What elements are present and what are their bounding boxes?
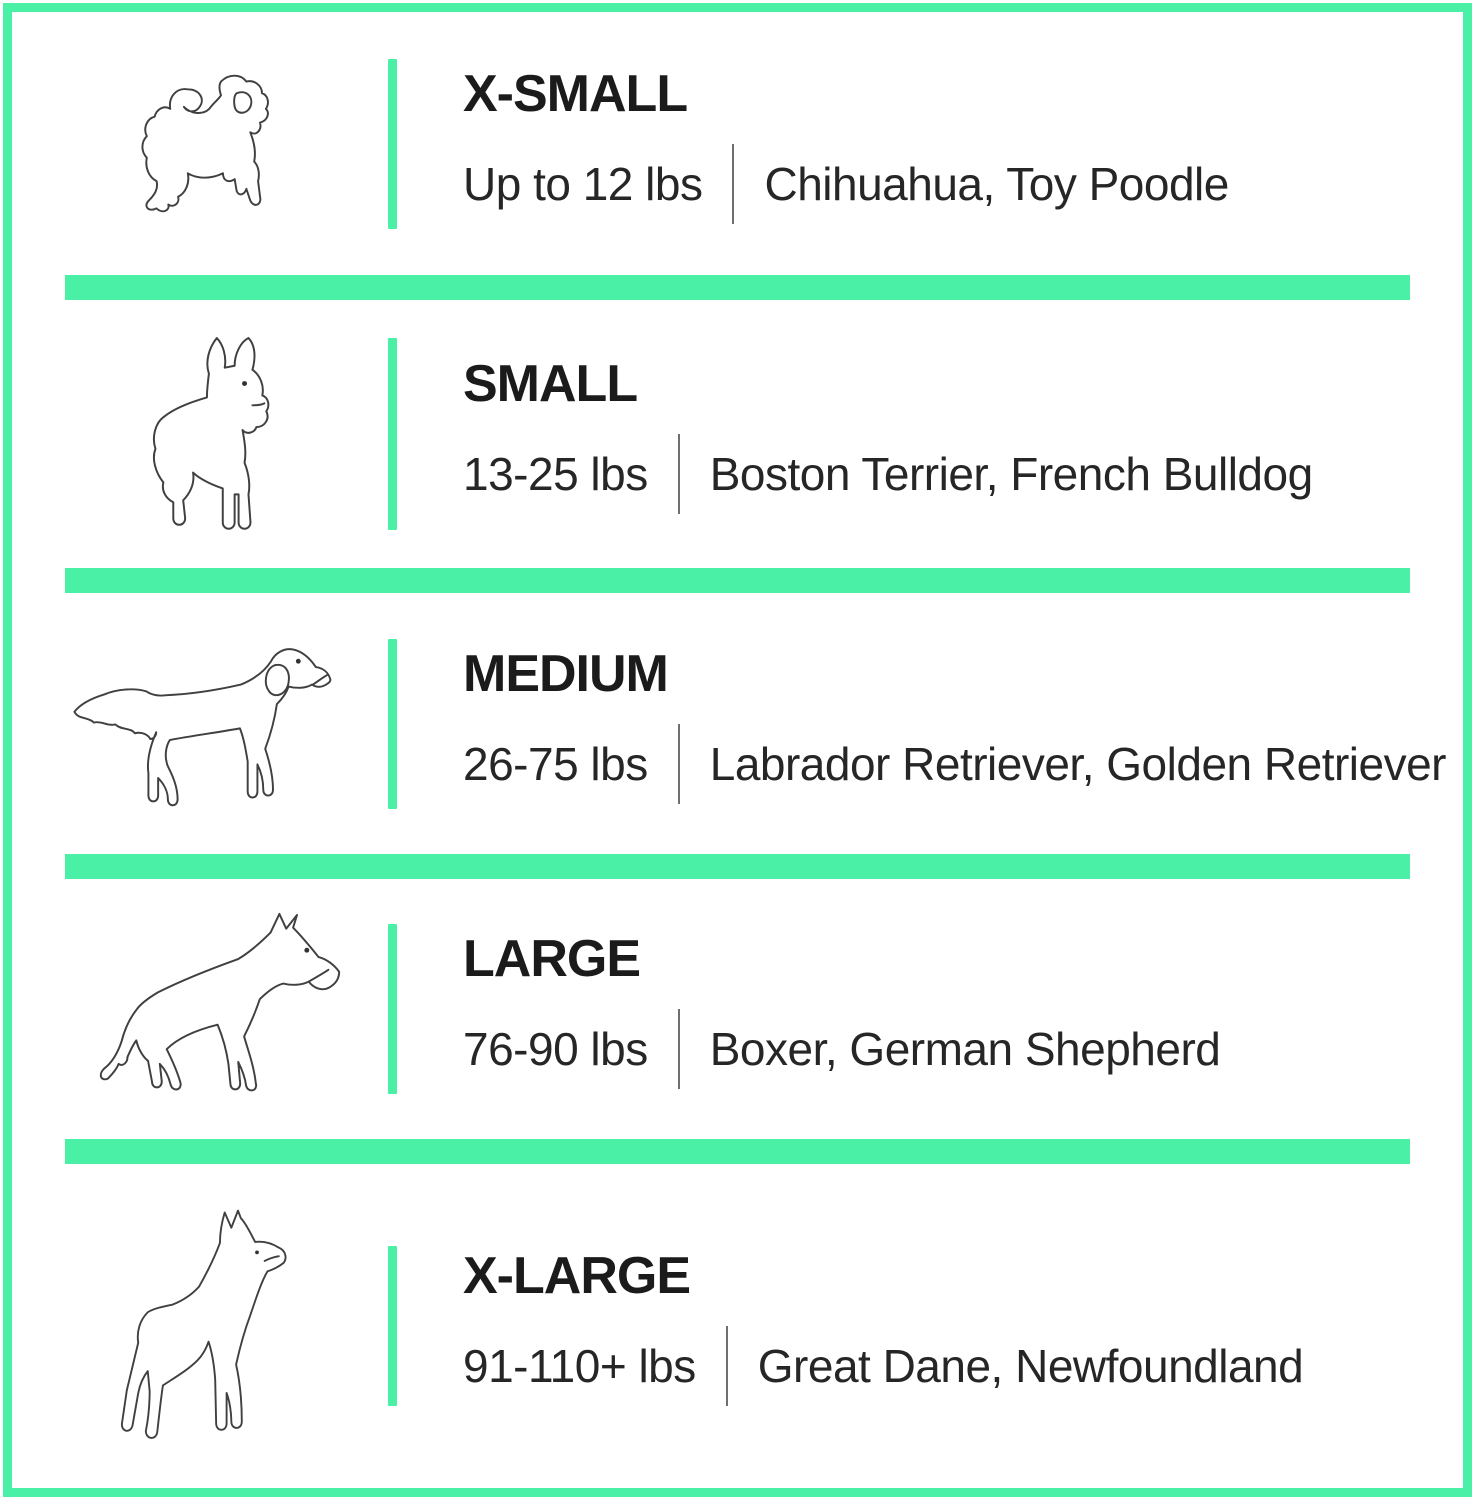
example-breeds: Boxer, German Shepherd [709, 1023, 1221, 1075]
size-detail: 13-25 lbs Boston Terrier, French Bulldog [463, 434, 1313, 514]
weight-range: Up to 12 lbs [463, 157, 703, 210]
large-dog-illustration [12, 909, 388, 1110]
green-horizontal-separator [65, 275, 1410, 300]
green-vertical-divider [388, 1246, 397, 1406]
green-vertical-divider [388, 58, 397, 229]
size-detail: 76-90 lbs Boxer, German Shepherd [463, 1009, 1221, 1089]
green-horizontal-separator [65, 568, 1410, 593]
size-info: LARGE 76-90 lbs Boxer, German Shepherd [463, 929, 1221, 1089]
green-horizontal-separator [65, 1139, 1410, 1164]
size-row-large: LARGE 76-90 lbs Boxer, German Shepherd [12, 879, 1463, 1139]
size-detail: 91-110+ lbs Great Dane, Newfoundland [463, 1326, 1304, 1406]
thin-divider [677, 723, 680, 804]
weight-range: 91-110+ lbs [463, 1340, 696, 1392]
size-row-medium: MEDIUM 26-75 lbs Labrador Retriever, Gol… [12, 593, 1463, 854]
green-horizontal-separator [65, 854, 1410, 879]
green-vertical-divider [388, 338, 397, 530]
french-bulldog-icon [152, 336, 270, 530]
thin-divider [677, 434, 680, 514]
weight-range: 13-25 lbs [463, 448, 648, 500]
size-title: SMALL [463, 355, 638, 413]
weight-range: 26-75 lbs [463, 737, 648, 790]
example-breeds: Boston Terrier, French Bulldog [709, 448, 1313, 500]
green-vertical-divider [388, 924, 397, 1094]
golden-retriever-icon [73, 647, 332, 806]
weight-range: 76-90 lbs [463, 1023, 648, 1075]
xsmall-dog-illustration [12, 56, 388, 232]
example-breeds: Great Dane, Newfoundland [757, 1340, 1304, 1392]
thin-divider [677, 1009, 680, 1089]
medium-dog-illustration [12, 629, 388, 819]
size-title: X-LARGE [463, 1247, 691, 1305]
size-row-xlarge: X-LARGE 91-110+ lbs Great Dane, Newfound… [12, 1164, 1463, 1488]
german-shepherd-icon [99, 912, 341, 1091]
xlarge-dog-illustration [12, 1203, 388, 1450]
size-info: SMALL 13-25 lbs Boston Terrier, French B… [463, 354, 1313, 514]
size-info: MEDIUM 26-75 lbs Labrador Retriever, Gol… [463, 644, 1447, 804]
size-title: X-SMALL [463, 64, 688, 123]
size-title: MEDIUM [463, 644, 669, 703]
xsmall-fluffy-dog-icon [140, 74, 269, 212]
thin-divider [725, 1326, 728, 1406]
example-breeds: Chihuahua, Toy Poodle [764, 157, 1229, 210]
example-breeds: Labrador Retriever, Golden Retriever [709, 737, 1447, 790]
size-title: LARGE [463, 930, 641, 988]
size-row-small: SMALL 13-25 lbs Boston Terrier, French B… [12, 300, 1463, 568]
size-info: X-LARGE 91-110+ lbs Great Dane, Newfound… [463, 1246, 1304, 1406]
size-detail: Up to 12 lbs Chihuahua, Toy Poodle [463, 143, 1229, 224]
size-row-xsmall: X-SMALL Up to 12 lbs Chihuahua, Toy Pood… [12, 12, 1463, 275]
size-chart-frame: X-SMALL Up to 12 lbs Chihuahua, Toy Pood… [3, 3, 1472, 1497]
great-dane-icon [120, 1209, 287, 1439]
thin-divider [732, 143, 735, 224]
size-detail: 26-75 lbs Labrador Retriever, Golden Ret… [463, 723, 1447, 804]
size-info: X-SMALL Up to 12 lbs Chihuahua, Toy Pood… [463, 64, 1229, 224]
small-dog-illustration [12, 328, 388, 541]
green-vertical-divider [388, 638, 397, 809]
